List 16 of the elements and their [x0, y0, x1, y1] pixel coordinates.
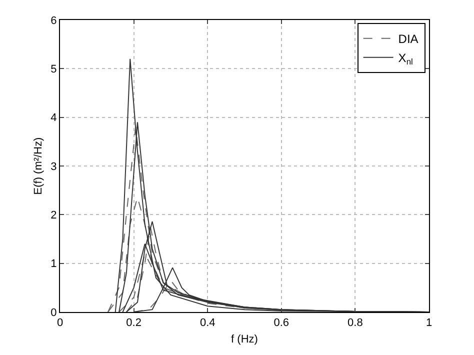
legend-label: DIA	[398, 32, 418, 46]
x-axis-title: f (Hz)	[231, 333, 258, 346]
y-tick-label: 5	[50, 64, 57, 76]
x-tick-label: 0.8	[348, 317, 363, 330]
x-tick-label: 0.6	[274, 317, 290, 330]
y-tick-label: 2	[50, 210, 57, 222]
legend-label: X$_{nl}$	[398, 51, 413, 67]
x-tick-label: 0.2	[126, 317, 142, 330]
y-axis-title: E(f) (m²/Hz)	[32, 137, 44, 195]
y-tick-label: 1	[50, 258, 57, 270]
y-tick-label: 4	[50, 112, 57, 124]
x-tick-label: 1	[426, 317, 432, 330]
y-tick-label: 0	[50, 306, 57, 319]
y-tick-label: 6	[50, 14, 57, 27]
y-tick-label: 3	[50, 160, 57, 173]
x-tick-label: 0.4	[200, 317, 216, 330]
